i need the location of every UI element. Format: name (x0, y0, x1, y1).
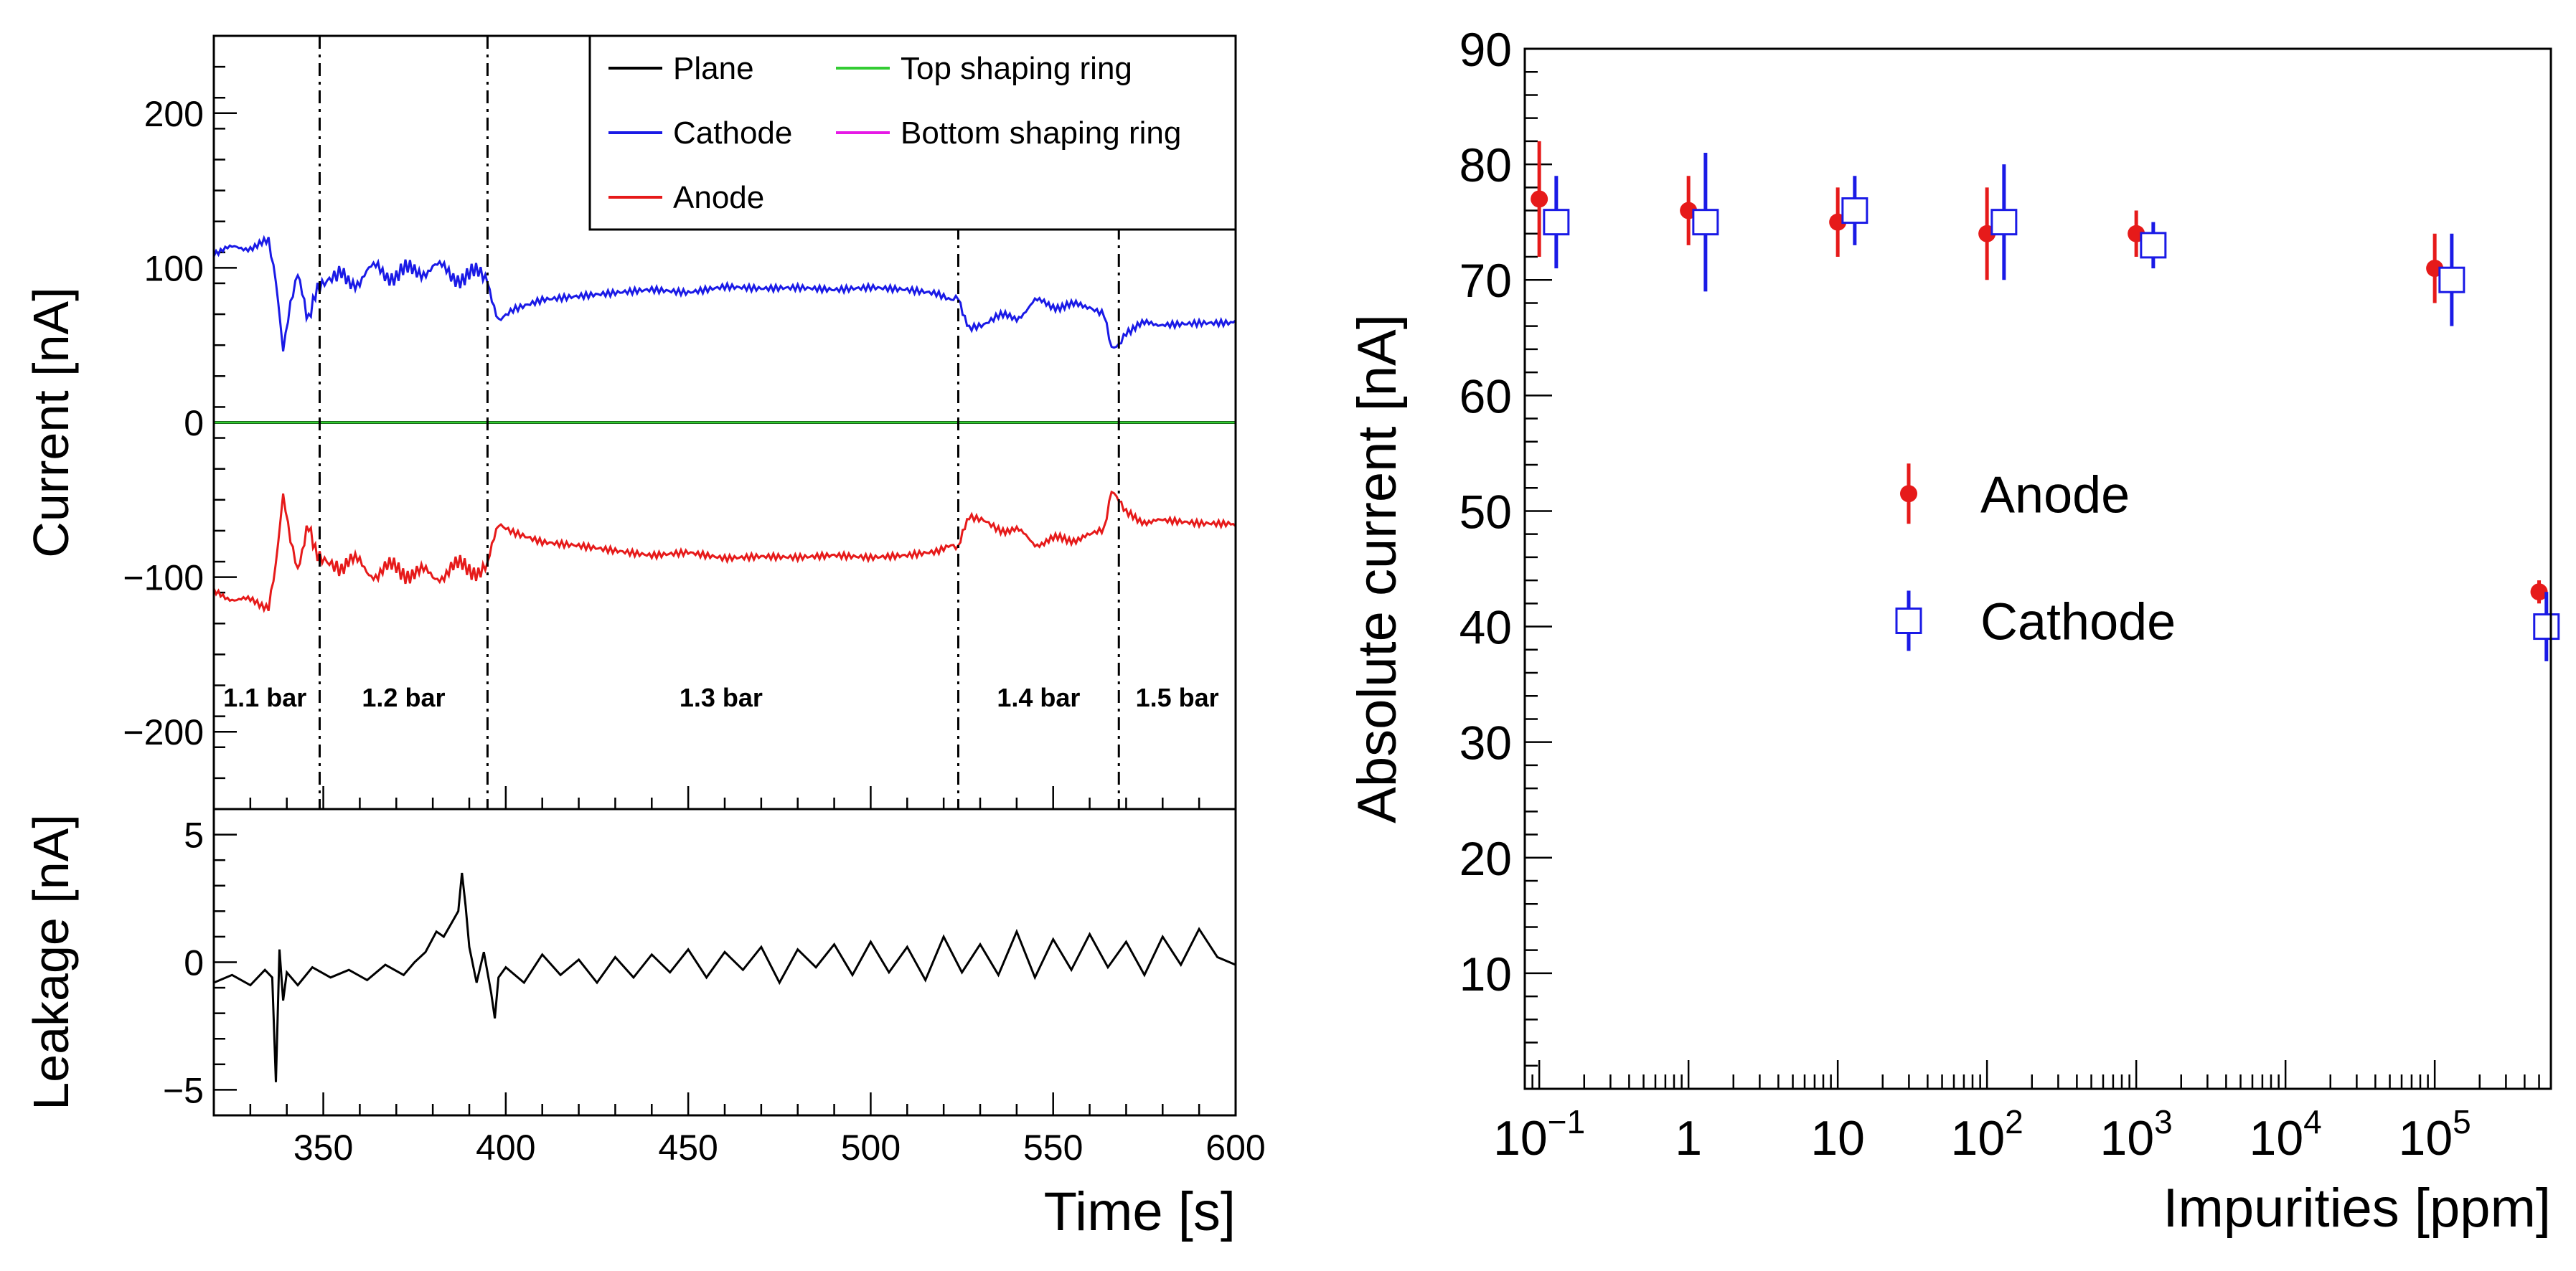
legend-label: Anode (673, 180, 764, 215)
y-tick-label: 60 (1459, 369, 1512, 422)
pressure-label: 1.5 bar (1136, 683, 1219, 712)
x-tick-label: 500 (841, 1128, 901, 1168)
cathode-point (1543, 209, 1570, 236)
y-tick-label: 5 (184, 816, 204, 856)
x-tick-label: 550 (1023, 1128, 1083, 1168)
anode-series (212, 490, 1236, 613)
legend-label: Bottom shaping ring (901, 115, 1181, 151)
y-tick-label: −5 (163, 1070, 204, 1110)
x-tick-label: 103 (2100, 1103, 2173, 1166)
legend-label: Anode (1980, 466, 2130, 524)
y-tick-label: −100 (123, 558, 204, 598)
leakage-series (213, 872, 1236, 1082)
y-tick-label: 30 (1459, 717, 1512, 770)
x-tick-label: 600 (1205, 1128, 1265, 1168)
cathode-point (2438, 266, 2465, 293)
cathode-point (1990, 209, 2018, 236)
legend: Anode Cathode (1895, 463, 2176, 651)
cathode-point (2140, 232, 2167, 259)
x-tick-label: 102 (1951, 1103, 2023, 1166)
x-tick-label: 105 (2399, 1103, 2471, 1166)
y-tick-label: 50 (1459, 485, 1512, 538)
legend-label: Cathode (1980, 594, 2176, 651)
legend-label: Cathode (673, 115, 792, 151)
plot-frame (1523, 47, 2552, 1090)
x-axis-title: Impurities [ppm] (2163, 1178, 2551, 1239)
y-tick-label: 20 (1459, 832, 1512, 885)
legend-label: Top shaping ring (901, 51, 1132, 86)
y-axis-title: Leakage [nA] (23, 814, 79, 1110)
legend-swatch-marker (1895, 608, 1922, 634)
x-tick-label: 10 (1810, 1111, 1865, 1166)
y-tick-label: 40 (1459, 601, 1512, 654)
y-tick-label: 0 (184, 403, 204, 443)
y-axis-title: Absolute current [nA] (1347, 314, 1408, 823)
x-tick-label: 10−1 (1493, 1103, 1585, 1166)
y-tick-label: 0 (184, 943, 204, 983)
y-axis-title: Current [nA] (23, 287, 79, 557)
impurity-panel: 10 20 30 40 50 60 70 80 90 10−1 1 10 102 103 104 105 Ano… (1347, 23, 2560, 1239)
plot-frame (212, 808, 1237, 1117)
legend-swatch-marker (1900, 485, 1917, 503)
x-tick-label: 104 (2250, 1103, 2322, 1166)
current-panel: −200 −100 0 100 200 1.1 bar 1.2 bar 1.3 bar 1.4 … (23, 34, 1237, 811)
x-tick-label: 1 (1675, 1111, 1702, 1166)
anode-point (1531, 190, 1548, 208)
y-tick-label: 100 (144, 248, 204, 288)
x-axis-title: Time [s] (1044, 1181, 1236, 1242)
x-tick-label: 400 (476, 1128, 535, 1168)
cathode-point (2533, 613, 2560, 641)
leakage-panel: −5 0 5 350 400 450 500 550 600 Leakage [nA] Time [… (23, 808, 1266, 1242)
anode-point (2530, 583, 2548, 601)
pressure-label: 1.3 bar (680, 683, 763, 712)
pressure-label: 1.2 bar (362, 683, 445, 712)
cathode-series (212, 235, 1236, 351)
legend: Plane Top shaping ring Cathode Bottom shapi… (588, 34, 1237, 231)
y-tick-label: 90 (1459, 23, 1512, 76)
y-tick-label: 80 (1459, 138, 1512, 192)
pressure-label: 1.1 bar (223, 683, 306, 712)
cathode-point (1841, 197, 1868, 225)
legend-label: Plane (673, 51, 754, 86)
y-tick-label: −200 (123, 712, 204, 752)
y-tick-label: 200 (144, 94, 204, 134)
y-tick-label: 10 (1459, 948, 1512, 1001)
x-tick-label: 350 (293, 1128, 353, 1168)
cathode-point (1692, 209, 1719, 236)
y-tick-label: 70 (1459, 254, 1512, 307)
x-tick-label: 450 (658, 1128, 718, 1168)
pressure-label: 1.4 bar (997, 683, 1080, 712)
